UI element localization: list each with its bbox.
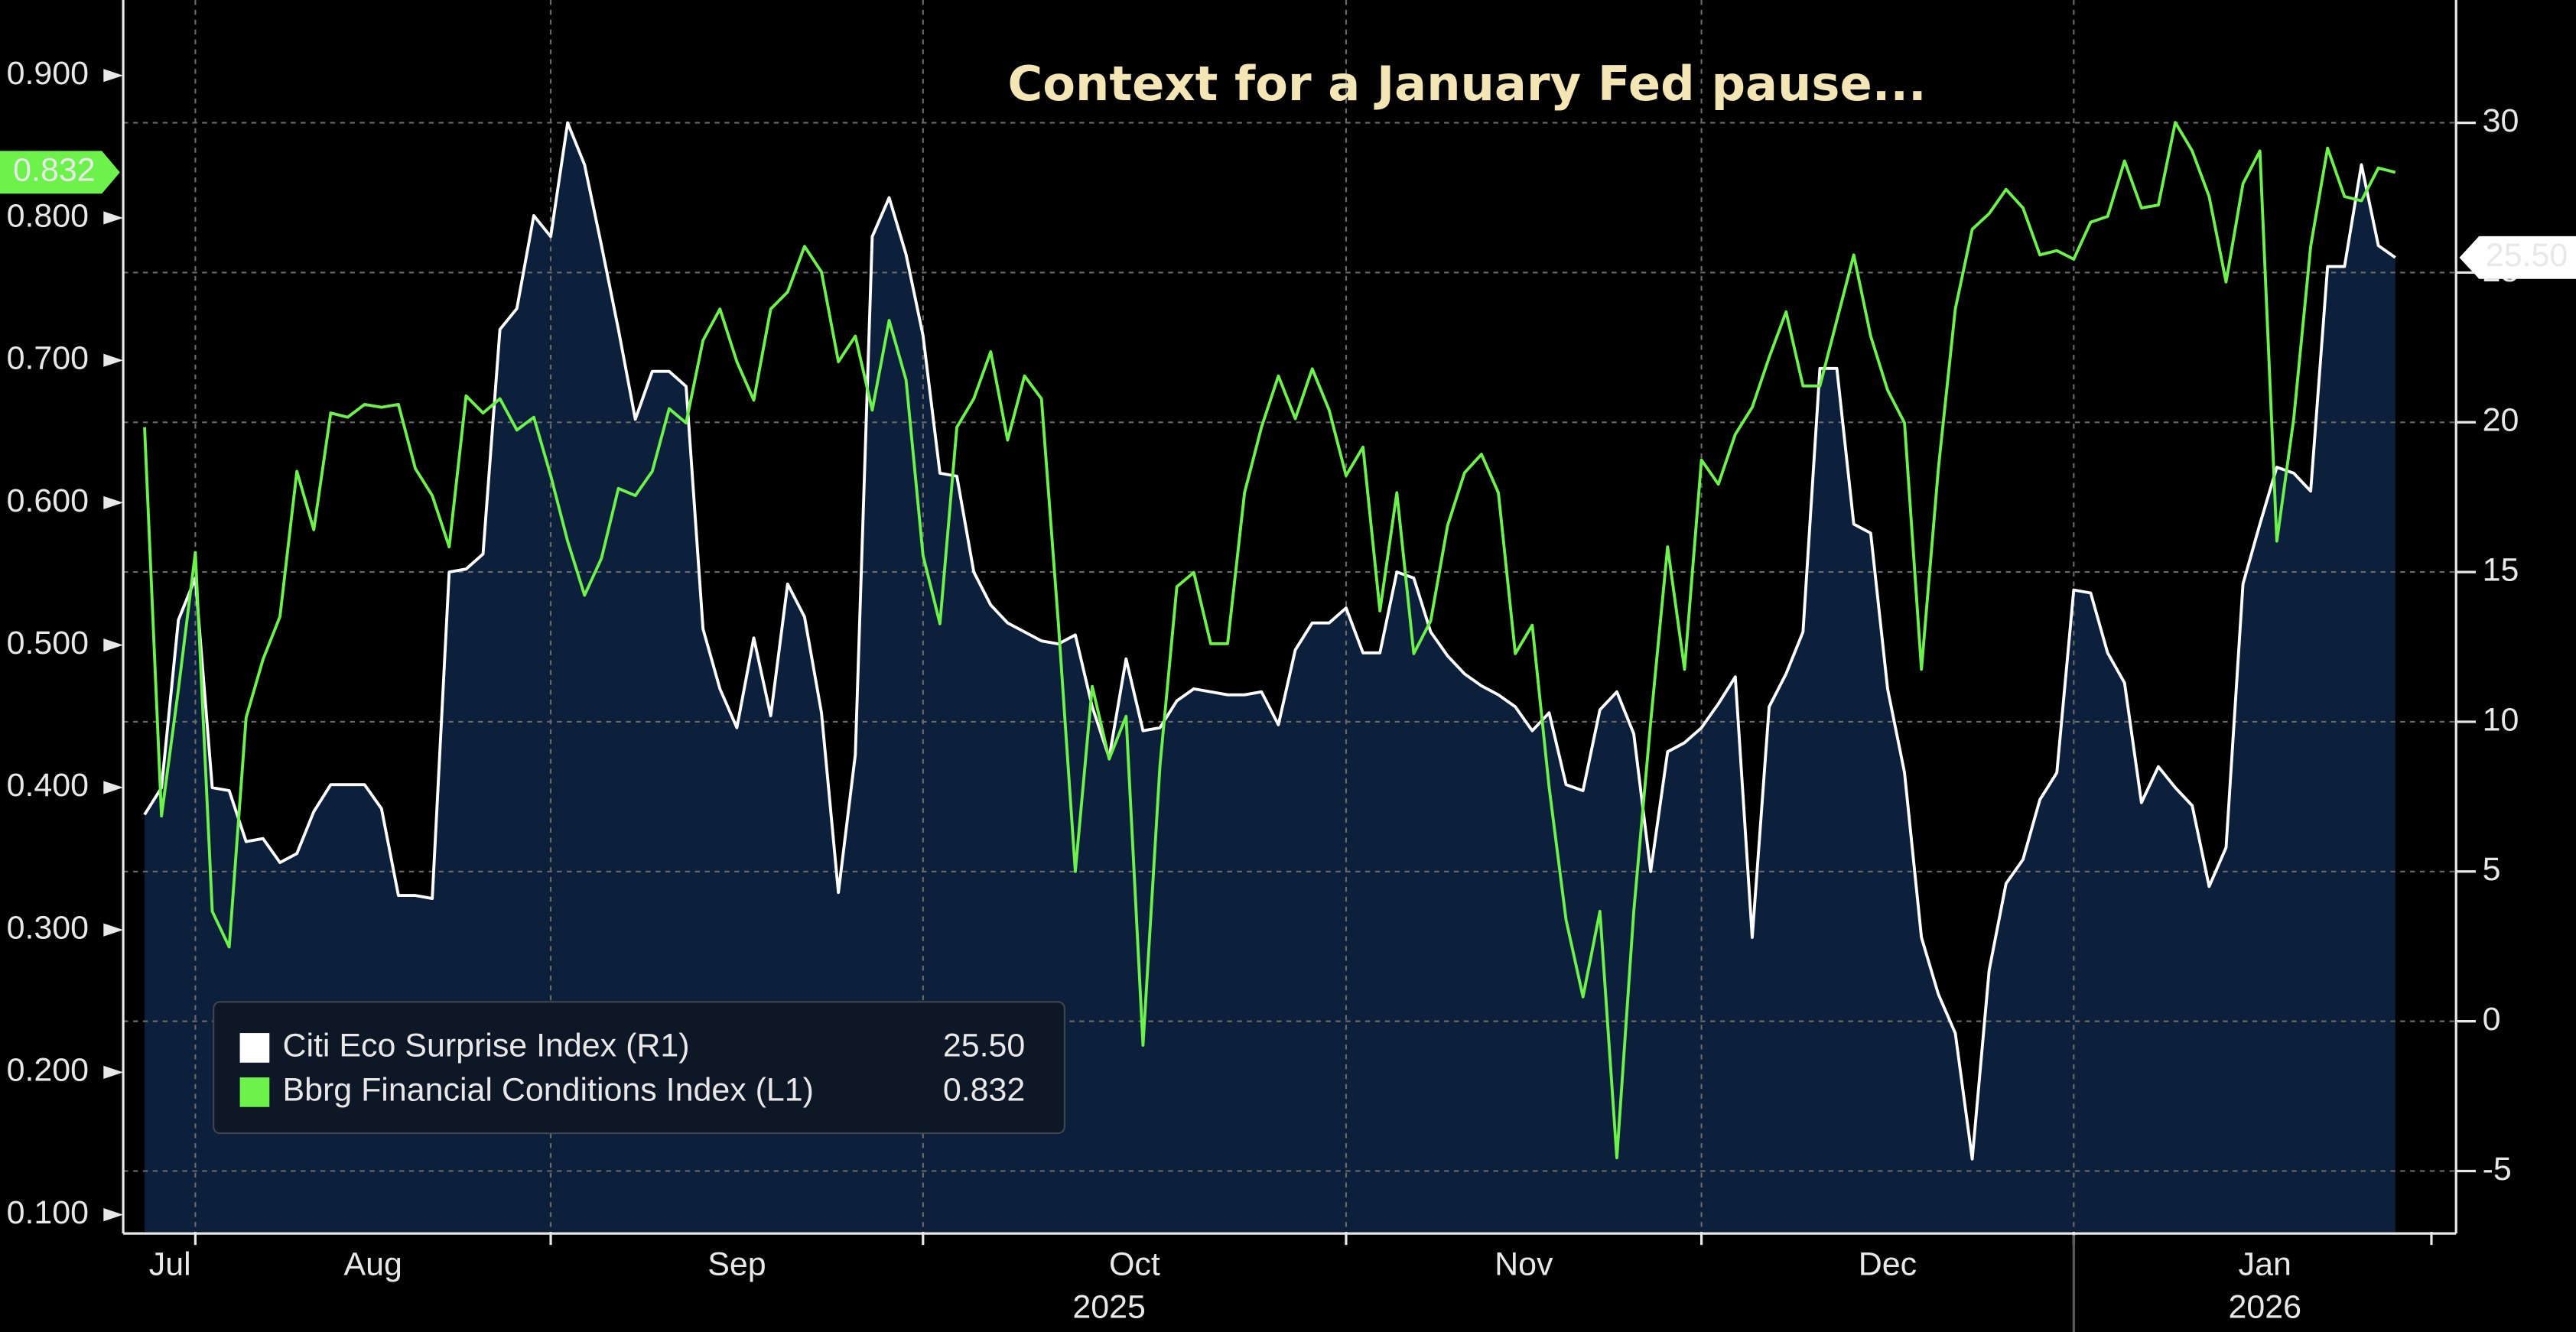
y2-tick-label: 20 [2483, 402, 2519, 439]
y-tick [103, 495, 124, 510]
last-value-tag-label: 25.50 [2486, 237, 2568, 274]
y-tick [103, 923, 124, 937]
chart-title: Context for a January Fed pause... [1008, 56, 1927, 112]
y-tick [103, 353, 124, 367]
y-tick-label: 0.600 [7, 482, 89, 519]
y2-tick-label: 15 [2483, 551, 2519, 588]
y-tick-label: 0.400 [7, 767, 89, 804]
last-value-tag-label: 0.832 [13, 152, 95, 189]
x-tick-label: Jul [149, 1246, 191, 1282]
legend-label: Bbrg Financial Conditions Index (L1) [282, 1072, 814, 1109]
legend-swatch [239, 1033, 270, 1063]
x-tick-label: Sep [707, 1246, 766, 1282]
legend: Citi Eco Surprise Index (R1) 25.50 Bbrg Fi… [213, 1001, 1065, 1135]
y-tick [103, 69, 124, 83]
y2-tick-label: 0 [2483, 1001, 2501, 1038]
y-tick [103, 1065, 124, 1079]
axis-layer: -5 0 5 10 15 2025 30 0.100 0.200 0.300 0.400 0.500 0… [7, 0, 2519, 1332]
last-value-tag [0, 151, 120, 194]
series-line [143, 121, 2396, 1160]
area [145, 122, 2395, 1232]
x-tick-label: Aug [344, 1246, 402, 1282]
x-tick-label: Oct [1109, 1246, 1160, 1282]
legend-value: 0.832 [943, 1072, 1025, 1109]
y-tick [103, 781, 124, 794]
y-tick [103, 211, 124, 225]
y-tick [103, 638, 124, 652]
legend-box [213, 1001, 1065, 1135]
legend-swatch [239, 1077, 270, 1107]
last-value-tag [2459, 236, 2576, 279]
area-layer [145, 122, 2395, 1232]
legend-label: Citi Eco Surprise Index (R1) [282, 1028, 689, 1064]
y-tick [103, 1208, 124, 1222]
y2-tick-label: 30 [2483, 102, 2519, 139]
y-tick-label: 0.800 [7, 197, 89, 234]
y2-tick-label: 5 [2483, 851, 2501, 888]
y-tick-label: 0.300 [7, 909, 89, 946]
y-tick-label: 0.200 [7, 1052, 89, 1089]
year-label: 2025 [1072, 1288, 1146, 1325]
value-tags: 25.50 0.832 [0, 151, 2576, 279]
x-tick-label: Jan [2239, 1246, 2291, 1282]
y-tick-label: 0.500 [7, 625, 89, 661]
y-tick-label: 0.700 [7, 340, 89, 377]
year-label: 2026 [2229, 1288, 2302, 1325]
line-layer [143, 121, 2396, 1161]
y2-tick-label: 10 [2483, 701, 2519, 738]
y-tick-label: 0.100 [7, 1194, 89, 1231]
x-tick-label: Dec [1859, 1246, 1917, 1282]
y2-tick-label: -5 [2483, 1151, 2512, 1187]
x-tick-label: Nov [1495, 1246, 1553, 1282]
y-tick-label: 0.900 [7, 55, 89, 92]
series-line [143, 121, 2396, 1161]
legend-value: 25.50 [943, 1028, 1025, 1064]
